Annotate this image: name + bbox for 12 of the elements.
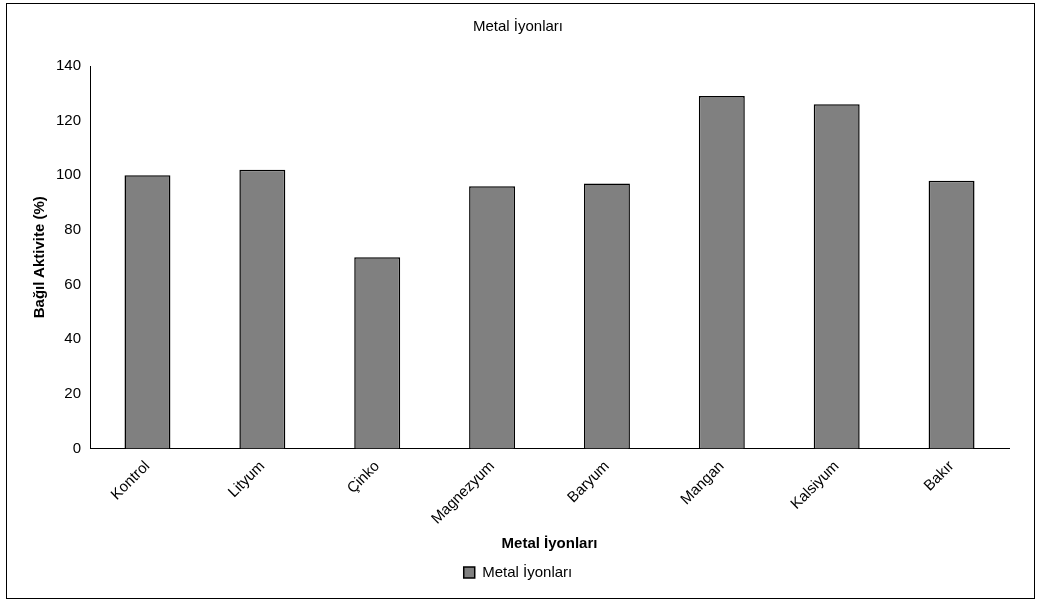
chart-title: Metal İyonları — [472, 17, 564, 35]
y-tick-label: 80 — [64, 220, 82, 238]
y-tick-label: 140 — [56, 56, 82, 74]
x-axis-title: Metal İyonları — [501, 534, 598, 552]
y-tick-label: 120 — [56, 110, 82, 128]
y-axis-title: Bağıl Aktivite (%) — [30, 196, 48, 319]
y-tick-label: 100 — [56, 165, 82, 183]
y-tick-label: 0 — [72, 438, 82, 456]
y-tick-label: 20 — [64, 384, 82, 401]
y-tick-label: 40 — [64, 329, 82, 347]
legend-label: Metal İyonları — [482, 562, 573, 580]
y-tick-label: 60 — [64, 274, 82, 292]
